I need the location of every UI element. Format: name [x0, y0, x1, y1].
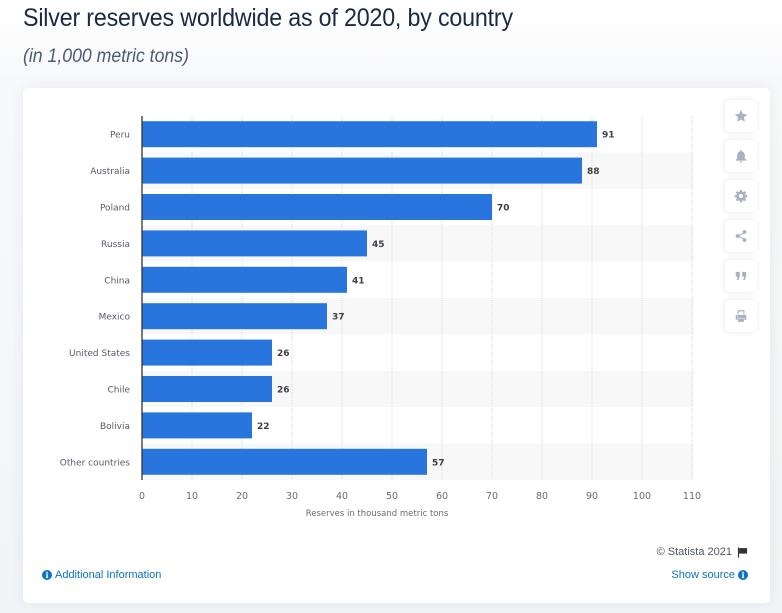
category-labels: Peru Australia Poland Russia China Mexico Unit…: [60, 131, 131, 469]
x-tick-label: 100: [633, 491, 651, 502]
settings-button[interactable]: [725, 180, 757, 212]
show-source-link[interactable]: Show source i: [671, 569, 748, 581]
star-icon: [734, 109, 748, 122]
bar: [142, 412, 252, 439]
category-label: China: [104, 276, 130, 286]
value-labels: 91 88 70 45 41 37 26 26 22 57: [257, 131, 615, 469]
bars: [142, 121, 597, 475]
page-title: Silver reserves worldwide as of 2020, by…: [23, 4, 513, 32]
flag-icon[interactable]: [737, 546, 748, 558]
x-axis-ticks: 0 10 20 30 40 50 60 70 80 90 100 110: [139, 491, 701, 502]
bar: [142, 303, 327, 330]
bar: [142, 230, 367, 257]
x-tick-label: 80: [536, 491, 548, 502]
additional-information-label: Additional Information: [55, 569, 162, 581]
value-label: 57: [432, 458, 445, 468]
x-axis-title: Reserves in thousand metric tons: [306, 509, 449, 519]
x-tick-label: 30: [286, 491, 298, 502]
bell-icon: [735, 150, 747, 163]
value-label: 37: [332, 313, 345, 323]
bar: [142, 339, 272, 366]
show-source-label: Show source: [671, 569, 735, 581]
category-label: Peru: [110, 131, 130, 141]
value-label: 26: [277, 386, 290, 396]
copyright-text: © Statista 2021: [656, 546, 732, 558]
value-label: 91: [602, 131, 615, 141]
bar: [142, 376, 272, 402]
favorite-button[interactable]: [725, 100, 757, 132]
quote-icon: [735, 271, 747, 281]
x-tick-label: 60: [436, 491, 448, 502]
value-label: 22: [257, 422, 270, 432]
x-tick-label: 20: [236, 491, 248, 502]
chart-card: Peru Australia Poland Russia China Mexico Unit…: [23, 88, 770, 603]
category-label: Other countries: [60, 458, 131, 468]
share-button[interactable]: [725, 220, 757, 252]
bar: [142, 448, 427, 475]
info-icon: i: [738, 570, 748, 580]
gear-icon: [734, 189, 748, 203]
copyright: © Statista 2021: [657, 546, 748, 558]
x-tick-label: 50: [386, 491, 398, 502]
x-tick-label: 110: [683, 491, 701, 502]
category-label: United States: [69, 349, 130, 359]
additional-information-link[interactable]: i Additional Information: [42, 569, 161, 581]
category-label: Australia: [90, 167, 130, 177]
share-icon: [735, 229, 747, 243]
cite-button[interactable]: [725, 260, 757, 292]
x-tick-label: 90: [586, 491, 598, 502]
value-label: 88: [587, 167, 600, 177]
category-label: Mexico: [99, 313, 131, 323]
value-label: 70: [497, 204, 510, 214]
print-icon: [735, 310, 747, 322]
bar-chart: Peru Australia Poland Russia China Mexico Unit…: [60, 116, 701, 519]
notification-button[interactable]: [725, 140, 757, 172]
print-button[interactable]: [725, 300, 757, 332]
x-tick-label: 0: [139, 491, 145, 502]
x-tick-label: 40: [336, 491, 348, 502]
x-tick-label: 70: [486, 491, 498, 502]
category-label: Chile: [107, 386, 130, 396]
value-label: 41: [352, 276, 365, 286]
value-label: 26: [277, 349, 290, 359]
x-tick-label: 10: [186, 491, 198, 502]
bar: [142, 266, 347, 293]
category-label: Poland: [100, 204, 130, 214]
category-label: Bolivia: [100, 422, 130, 432]
category-label: Russia: [101, 240, 130, 250]
info-icon: i: [42, 570, 52, 580]
bar: [142, 121, 597, 148]
bar: [142, 157, 582, 184]
chart-toolbar: [725, 100, 757, 340]
bar: [142, 194, 492, 220]
value-label: 45: [372, 240, 385, 250]
page-subtitle: (in 1,000 metric tons): [23, 46, 189, 67]
